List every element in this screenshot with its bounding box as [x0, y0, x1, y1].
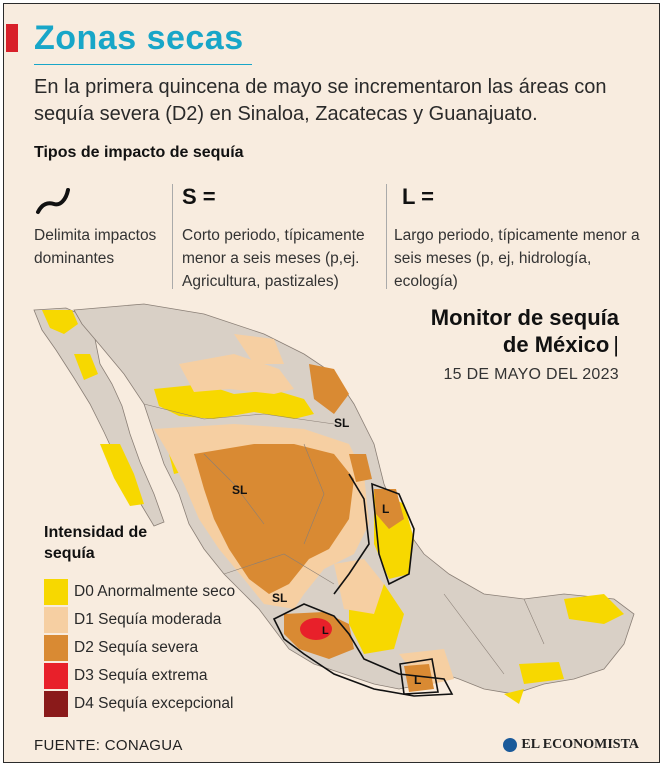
- legend-item-d4: D4 Sequía excepcional: [44, 690, 235, 718]
- legend-item-d1: D1 Sequía moderada: [44, 606, 235, 634]
- legend-title: Intensidad de sequía: [44, 524, 148, 562]
- legend-swatch: [44, 635, 68, 661]
- legend-swatch: [44, 607, 68, 633]
- map-label-l: L: [322, 625, 329, 637]
- impact-item-boundary: Delimita impactos dominantes: [34, 184, 174, 270]
- brand-mark-icon: [503, 738, 518, 752]
- title-accent-bar: [6, 24, 18, 52]
- impact-types-heading: Tipos de impacto de sequía: [34, 144, 244, 161]
- impact-description: Largo periodo, típicamente menor a seis …: [394, 227, 640, 290]
- map-label-sl: SL: [272, 591, 287, 605]
- impact-description: Delimita impactos dominantes: [34, 227, 157, 267]
- legend: Intensidad de sequía D0 Anormalmente sec…: [44, 522, 235, 718]
- legend-swatch: [44, 663, 68, 689]
- legend-item-d2: D2 Sequía severa: [44, 634, 235, 662]
- brand-logo: EL ECONOMISTA: [503, 737, 639, 753]
- title-underline: [34, 64, 252, 65]
- map-label-l: L: [382, 502, 389, 516]
- source-credit: FUENTE: CONAGUA: [34, 737, 183, 754]
- legend-label: D3 Sequía extrema: [74, 667, 208, 684]
- impact-symbol: L =: [402, 184, 435, 209]
- map-label-sl: SL: [334, 416, 349, 430]
- legend-item-d0: D0 Anormalmente seco: [44, 578, 235, 606]
- impact-symbol: S =: [182, 184, 216, 209]
- drought-map: SL SL SL L L L: [33, 303, 635, 704]
- legend-label: D1 Sequía moderada: [74, 611, 222, 628]
- subtitle: En la primera quincena de mayo se increm…: [34, 76, 607, 125]
- impact-item-long: L = Largo periodo, típicamente menor a s…: [394, 184, 644, 293]
- legend-item-d3: D3 Sequía extrema: [44, 662, 235, 690]
- page-title: Zonas secas: [34, 19, 244, 57]
- monitor-title-line2: de México |: [431, 331, 619, 358]
- map-label-l: L: [414, 673, 421, 687]
- legend-label: D2 Sequía severa: [74, 639, 199, 656]
- monitor-title-line1: Monitor de sequía: [430, 305, 619, 330]
- impact-divider: [386, 184, 387, 289]
- infographic-frame: Zonas secas En la primera quincena de ma…: [3, 3, 660, 763]
- impact-divider: [172, 184, 173, 289]
- monitor-separator: |: [613, 332, 619, 357]
- monitor-heading: Monitor de sequía de México | 15 DE MAYO …: [431, 304, 619, 384]
- legend-swatch: [44, 579, 68, 605]
- legend-swatch: [44, 691, 68, 717]
- brand-name: EL ECONOMISTA: [521, 737, 639, 752]
- impact-item-short: S = Corto periodo, típicamente menor a s…: [182, 184, 387, 293]
- legend-label: D4 Sequía excepcional: [74, 695, 234, 712]
- monitor-date: 15 DE MAYO DEL 2023: [443, 366, 619, 383]
- map-label-sl: SL: [232, 483, 247, 497]
- legend-label: D0 Anormalmente seco: [74, 583, 236, 600]
- curve-line-icon: [34, 184, 174, 218]
- monitor-title-text: de México: [502, 332, 610, 357]
- impact-description: Corto periodo, típicamente menor a seis …: [182, 227, 365, 290]
